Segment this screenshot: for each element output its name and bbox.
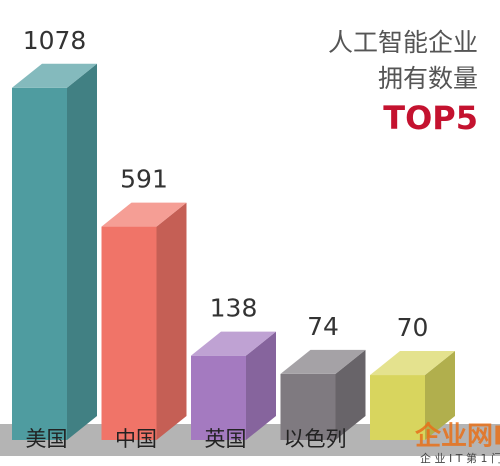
chart-title: 人工智能企业 [328,28,478,57]
bar-front [370,375,425,440]
x-tick-label: 英国 [205,427,247,451]
annotation: TOP5 [383,99,478,137]
bar [191,331,276,440]
bar-front [191,355,246,440]
watermark-tagline: 企 业 I T 第 1 门 户 [420,451,500,465]
bar [280,349,366,440]
bars: 1078 美国 591 中国 138 英国 74 以色列 70 [12,26,455,451]
bar [101,202,187,440]
bar-side [67,63,97,441]
bar-top [370,351,455,376]
x-tick-label: 中国 [115,427,157,451]
bar [12,63,97,441]
value-label: 591 [120,165,168,194]
bar-top [12,63,97,88]
value-label: 1078 [23,26,87,55]
bar-front [280,373,336,440]
x-tick-label: 美国 [26,427,68,451]
value-label: 74 [307,312,339,341]
bar-front [12,87,67,441]
chart-subtitle: 拥有数量 [378,64,478,93]
bar-top [280,349,366,374]
bar-side [156,202,187,440]
bar [370,351,455,440]
bar-side [246,331,276,440]
x-tick-label: 以色列 [284,427,347,451]
bar-top [191,331,276,356]
value-label: 70 [397,313,429,342]
watermark-logo: 企业网D1Net [415,421,500,452]
value-label: 138 [210,294,258,323]
bar-top [101,202,187,227]
bar-front [101,226,157,440]
bar-side [335,349,366,440]
bar-side [425,351,455,440]
